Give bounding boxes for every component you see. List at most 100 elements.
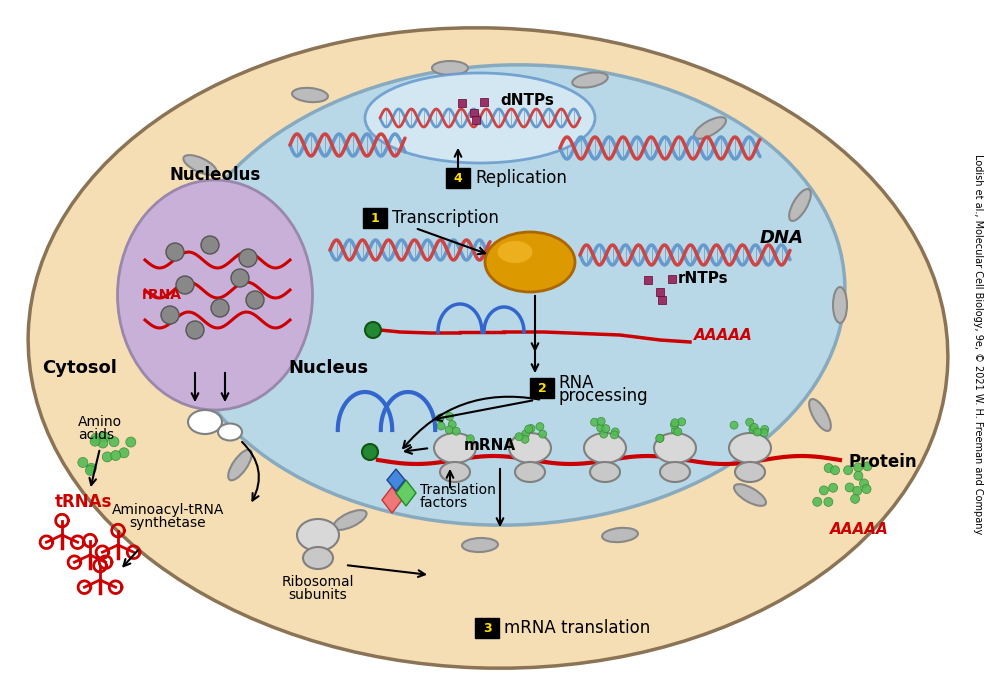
Circle shape bbox=[467, 435, 475, 443]
Text: factors: factors bbox=[420, 496, 468, 510]
Bar bbox=[458, 99, 466, 107]
Text: dNTPs: dNTPs bbox=[500, 92, 554, 107]
Circle shape bbox=[527, 424, 535, 433]
Text: Ribosomal: Ribosomal bbox=[282, 575, 355, 589]
Ellipse shape bbox=[184, 155, 216, 175]
Bar bbox=[668, 275, 676, 283]
Circle shape bbox=[655, 434, 663, 442]
Circle shape bbox=[591, 418, 599, 426]
Ellipse shape bbox=[175, 65, 845, 525]
Circle shape bbox=[85, 465, 95, 475]
Ellipse shape bbox=[584, 433, 626, 463]
Circle shape bbox=[99, 432, 109, 442]
Circle shape bbox=[166, 243, 184, 261]
Text: Transcription: Transcription bbox=[392, 209, 498, 227]
Text: DNA: DNA bbox=[760, 229, 804, 247]
Circle shape bbox=[854, 463, 863, 472]
Ellipse shape bbox=[432, 61, 468, 75]
Ellipse shape bbox=[462, 538, 498, 552]
Circle shape bbox=[656, 434, 664, 442]
Circle shape bbox=[853, 486, 862, 495]
Text: tRNAs: tRNAs bbox=[55, 493, 112, 511]
Circle shape bbox=[844, 466, 853, 475]
Circle shape bbox=[830, 466, 839, 475]
Circle shape bbox=[231, 269, 249, 287]
Text: 3: 3 bbox=[483, 621, 492, 634]
Circle shape bbox=[754, 428, 762, 436]
Text: rNTPs: rNTPs bbox=[678, 270, 729, 286]
FancyBboxPatch shape bbox=[530, 378, 554, 398]
Circle shape bbox=[671, 419, 679, 427]
Bar bbox=[644, 276, 652, 284]
Polygon shape bbox=[387, 469, 405, 491]
Circle shape bbox=[824, 497, 833, 506]
Ellipse shape bbox=[440, 462, 470, 482]
Circle shape bbox=[862, 484, 871, 493]
Text: 2: 2 bbox=[537, 382, 546, 394]
Text: acids: acids bbox=[78, 428, 114, 442]
Circle shape bbox=[77, 458, 87, 467]
Circle shape bbox=[362, 444, 378, 460]
Circle shape bbox=[860, 479, 869, 488]
Circle shape bbox=[760, 429, 768, 437]
Text: Protein: Protein bbox=[848, 453, 917, 471]
Ellipse shape bbox=[228, 450, 252, 480]
Ellipse shape bbox=[654, 433, 696, 463]
Circle shape bbox=[211, 299, 229, 317]
Circle shape bbox=[670, 421, 678, 429]
Text: AAAAA: AAAAA bbox=[694, 327, 753, 343]
Text: RNA: RNA bbox=[558, 374, 594, 392]
Ellipse shape bbox=[833, 287, 847, 323]
Circle shape bbox=[176, 276, 194, 294]
Bar bbox=[656, 288, 664, 296]
Circle shape bbox=[86, 463, 96, 473]
Circle shape bbox=[597, 418, 605, 425]
Circle shape bbox=[161, 306, 179, 324]
Circle shape bbox=[677, 418, 686, 426]
Ellipse shape bbox=[171, 362, 185, 398]
Circle shape bbox=[521, 436, 529, 443]
Text: Translation: Translation bbox=[420, 483, 496, 497]
Circle shape bbox=[761, 425, 769, 433]
Ellipse shape bbox=[497, 241, 532, 263]
Text: Nucleolus: Nucleolus bbox=[170, 166, 260, 184]
Ellipse shape bbox=[117, 180, 313, 410]
Circle shape bbox=[828, 483, 838, 492]
Circle shape bbox=[201, 236, 219, 254]
Ellipse shape bbox=[303, 547, 333, 569]
Circle shape bbox=[851, 495, 860, 504]
Text: Cytosol: Cytosol bbox=[42, 359, 117, 377]
Circle shape bbox=[749, 425, 757, 433]
Circle shape bbox=[751, 423, 759, 431]
Circle shape bbox=[524, 425, 532, 433]
Bar bbox=[472, 116, 480, 124]
Text: Aminoacyl-tRNA: Aminoacyl-tRNA bbox=[112, 503, 224, 517]
Text: 4: 4 bbox=[454, 171, 463, 184]
Ellipse shape bbox=[173, 258, 191, 292]
Circle shape bbox=[612, 428, 620, 436]
Ellipse shape bbox=[734, 484, 766, 506]
Ellipse shape bbox=[602, 528, 638, 542]
Circle shape bbox=[824, 464, 833, 473]
FancyBboxPatch shape bbox=[363, 208, 387, 228]
Ellipse shape bbox=[485, 232, 575, 292]
Ellipse shape bbox=[188, 410, 222, 434]
Ellipse shape bbox=[809, 399, 831, 431]
Circle shape bbox=[119, 448, 129, 458]
Circle shape bbox=[452, 427, 460, 436]
Circle shape bbox=[436, 414, 444, 422]
Text: Replication: Replication bbox=[475, 169, 567, 187]
Circle shape bbox=[812, 497, 822, 506]
Circle shape bbox=[746, 418, 754, 427]
Circle shape bbox=[611, 431, 619, 439]
Ellipse shape bbox=[509, 433, 551, 463]
Circle shape bbox=[730, 421, 738, 429]
Ellipse shape bbox=[334, 510, 366, 530]
Text: Amino: Amino bbox=[78, 415, 122, 429]
Circle shape bbox=[102, 452, 112, 462]
Text: subunits: subunits bbox=[289, 588, 348, 602]
Text: AAAAA: AAAAA bbox=[830, 522, 889, 537]
Ellipse shape bbox=[515, 462, 545, 482]
FancyBboxPatch shape bbox=[446, 168, 470, 188]
Circle shape bbox=[365, 322, 381, 338]
